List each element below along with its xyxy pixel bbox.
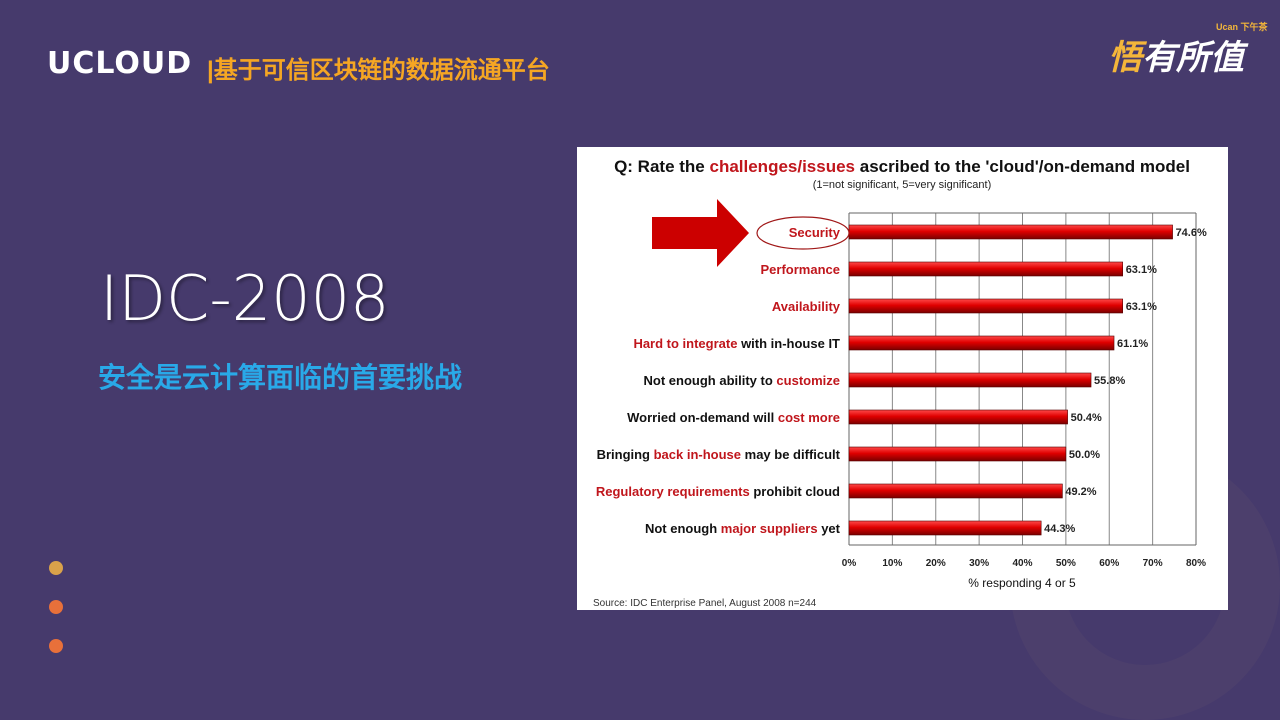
category-label: Availability <box>772 299 841 314</box>
label-segment: Hard to integrate <box>633 336 737 351</box>
highlight-arrow-icon <box>652 199 749 267</box>
bar <box>848 224 1173 240</box>
category-label: Not enough ability to customize <box>644 373 840 388</box>
bar <box>848 335 1115 351</box>
label-segment: prohibit cloud <box>750 484 840 499</box>
data-label: 44.3% <box>1044 523 1075 535</box>
data-label: 63.1% <box>1126 264 1157 276</box>
data-label: 50.4% <box>1071 412 1102 424</box>
highlight-ellipse <box>756 216 850 250</box>
data-label: 49.2% <box>1065 486 1096 498</box>
x-tick-label: 50% <box>1056 558 1076 569</box>
page-subtitle: 安全是云计算面临的首要挑战 <box>98 362 463 393</box>
bar <box>848 520 1042 536</box>
label-segment: Bringing <box>597 447 654 462</box>
label-segment: challenges/issues <box>709 157 855 176</box>
label-segment: major suppliers <box>721 521 818 536</box>
data-label: 74.6% <box>1176 227 1207 239</box>
x-tick-label: 40% <box>1012 558 1032 569</box>
category-label: Security <box>789 225 841 240</box>
bar <box>848 372 1092 388</box>
chart-title: Q: Rate the challenges/issues ascribed t… <box>614 157 1190 176</box>
label-segment: yet <box>818 521 841 536</box>
bar <box>848 298 1123 314</box>
bullet-dot <box>49 639 63 653</box>
label-segment: Performance <box>761 262 840 277</box>
page-heading: IDC-2008 <box>100 262 390 335</box>
brand-logo: 悟有所值 <box>1108 39 1244 77</box>
x-tick-label: 70% <box>1143 558 1163 569</box>
ucloud-logo: UCLOUD <box>47 46 193 81</box>
chart-subtitle: (1=not significant, 5=very significant) <box>813 179 992 191</box>
x-tick-label: 20% <box>926 558 946 569</box>
label-segment: ascribed to the 'cloud'/on-demand model <box>855 157 1190 176</box>
data-label: 50.0% <box>1069 449 1100 461</box>
chart-svg: Q: Rate the challenges/issues ascribed t… <box>593 157 1207 609</box>
x-tick-label: 0% <box>842 558 857 569</box>
x-tick-label: 30% <box>969 558 989 569</box>
category-label: Not enough major suppliers yet <box>645 521 841 536</box>
label-segment: Regulatory requirements <box>596 484 750 499</box>
category-label: Bringing back in-house may be difficult <box>597 447 841 462</box>
bullet-dot <box>49 600 63 614</box>
bar <box>848 261 1123 277</box>
label-segment: back in-house <box>654 447 741 462</box>
label-segment: cost more <box>778 410 840 425</box>
bar <box>848 483 1063 499</box>
category-label: Performance <box>761 262 840 277</box>
header-title: |基于可信区块链的数据流通平台 <box>207 57 550 84</box>
x-tick-label: 80% <box>1186 558 1206 569</box>
bar-chart: Q: Rate the challenges/issues ascribed t… <box>577 147 1228 610</box>
label-segment: Availability <box>772 299 841 314</box>
label-segment: customize <box>776 373 840 388</box>
bar <box>848 409 1068 425</box>
x-tick-label: 60% <box>1099 558 1119 569</box>
x-axis-label: % responding 4 or 5 <box>968 576 1076 590</box>
label-segment: Not enough <box>645 521 721 536</box>
data-label: 55.8% <box>1094 375 1125 387</box>
label-segment: Worried on-demand will <box>627 410 778 425</box>
x-tick-label: 10% <box>882 558 902 569</box>
label-segment: Security <box>789 225 841 240</box>
category-label: Worried on-demand will cost more <box>627 410 840 425</box>
brand-tag: Ucan 下午茶 <box>1216 22 1268 32</box>
category-label: Regulatory requirements prohibit cloud <box>596 484 840 499</box>
category-label: Hard to integrate with in-house IT <box>633 336 840 351</box>
data-label: 61.1% <box>1117 338 1148 350</box>
data-label: 63.1% <box>1126 301 1157 313</box>
label-segment: with in-house IT <box>737 336 840 351</box>
label-segment: may be difficult <box>741 447 841 462</box>
label-segment: Q: Rate the <box>614 157 709 176</box>
label-segment: Not enough ability to <box>644 373 777 388</box>
bullet-dot <box>49 561 63 575</box>
chart-source: Source: IDC Enterprise Panel, August 200… <box>593 598 817 609</box>
bar <box>848 446 1067 462</box>
